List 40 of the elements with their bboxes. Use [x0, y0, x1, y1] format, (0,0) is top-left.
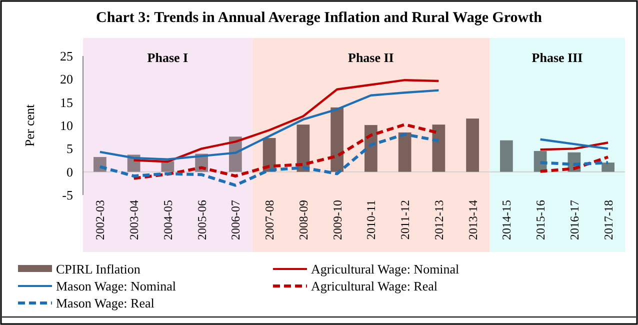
x-tick-label: 2015-16 [534, 200, 548, 240]
y-axis-title: Per cent [22, 104, 37, 147]
y-tick-label: 25 [60, 48, 73, 64]
legend-label: Mason Wage: Nominal [56, 278, 176, 294]
legend-label: CPIRL Inflation [56, 262, 141, 277]
y-tick-label: -5 [62, 188, 73, 203]
x-tick-label: 2003-04 [127, 200, 142, 240]
y-tick-label: 5 [66, 141, 73, 156]
x-tick-label: 2016-17 [567, 200, 582, 240]
bar [466, 118, 479, 172]
x-tick-label: 2007-08 [262, 200, 277, 240]
x-tick-label: 2010-11 [364, 200, 378, 240]
bar [398, 132, 412, 172]
x-tick-label: 2011-12 [398, 200, 412, 240]
band-label: Phase III [532, 50, 583, 65]
x-tick-label: 2005-06 [194, 200, 209, 240]
legend-label: Mason Wage: Real [56, 296, 155, 311]
y-tick-label: 20 [60, 72, 73, 87]
bar [330, 107, 344, 172]
y-tick-label: 10 [60, 118, 73, 134]
y-tick-label: 15 [60, 94, 73, 110]
band-label: Phase II [348, 50, 394, 65]
x-tick-label: 2006-07 [228, 200, 243, 240]
x-tick-label: 2009-10 [330, 200, 344, 240]
y-tick-label: 0 [66, 164, 73, 180]
legend-label: Agricultural Wage: Nominal [311, 262, 460, 277]
x-tick-label: 2013-14 [466, 200, 480, 240]
band-label: Phase I [147, 50, 188, 65]
bar [500, 140, 513, 172]
x-tick-label: 2002-03 [93, 200, 108, 240]
legend-label: Agricultural Wage: Real [311, 278, 438, 294]
bar [364, 125, 378, 172]
x-tick-label: 2012-13 [432, 200, 446, 240]
bar [602, 162, 614, 172]
x-tick-label: 2004-05 [160, 200, 175, 240]
x-tick-label: 2008-09 [296, 200, 310, 240]
bar [432, 124, 446, 172]
chart-title: Chart 3: Trends in Annual Average Inflation and Rural Wage Growth [96, 10, 543, 26]
x-tick-label: 2017-18 [601, 200, 616, 240]
x-tick-label: 2014-15 [500, 200, 514, 240]
